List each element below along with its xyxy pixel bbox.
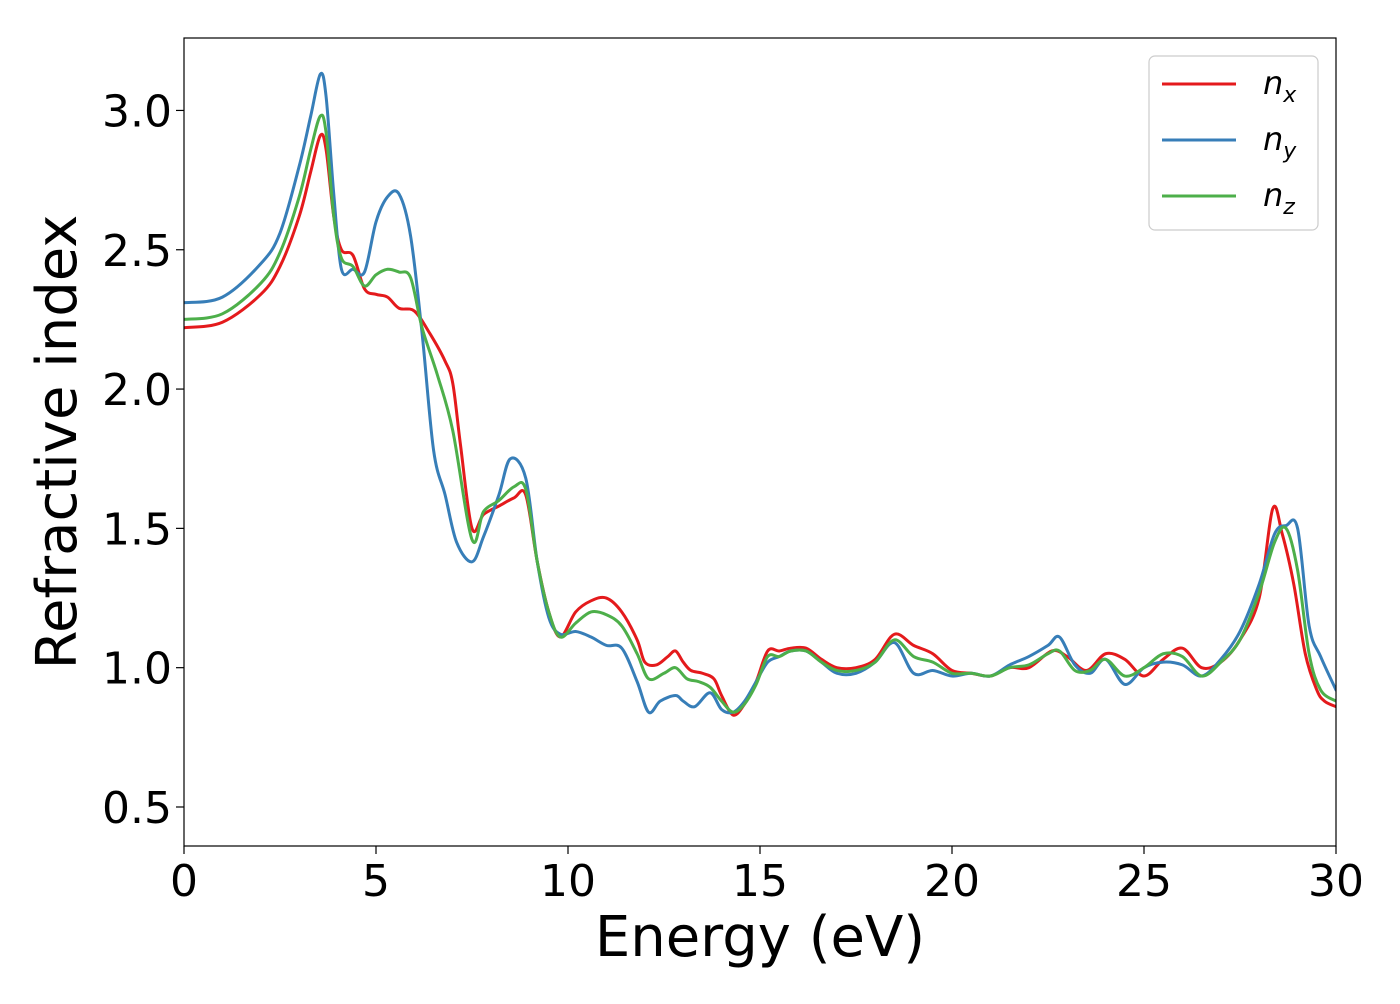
x-axis: 0 5 10 15 20 25 30 (170, 846, 1364, 907)
series-line-z (184, 113, 1336, 714)
legend-label: ny (1263, 120, 1297, 164)
legend-item-y: ny (1162, 120, 1297, 164)
x-tick-label: 25 (1116, 856, 1172, 907)
x-tick-label: 0 (170, 856, 198, 907)
legend-label-base: n (1263, 120, 1283, 158)
x-tick-label: 30 (1308, 856, 1364, 907)
y-tick-label: 1.5 (102, 504, 172, 555)
series-layer (184, 71, 1336, 717)
series-line-y (184, 71, 1336, 715)
legend-box (1148, 55, 1319, 231)
legend-item-z: nz (1162, 176, 1295, 220)
legend-label-subscript: y (1282, 139, 1297, 164)
y-axis-label: Refractive index (25, 215, 90, 670)
legend-label-base: n (1263, 64, 1283, 102)
x-tick-label: 20 (924, 856, 980, 907)
legend-label: nz (1263, 176, 1295, 220)
y-tick-label: 3.0 (102, 86, 172, 137)
y-tick-label: 2.0 (102, 365, 172, 416)
legend-label: nx (1263, 64, 1297, 108)
y-tick-label: 0.5 (102, 783, 172, 834)
y-tick-label: 1.0 (102, 644, 172, 695)
legend-label-subscript: z (1282, 195, 1295, 220)
x-tick-label: 10 (540, 856, 596, 907)
y-axis: 0.5 1.0 1.5 2.0 2.5 3.0 (102, 86, 184, 834)
legend-label-subscript: x (1282, 83, 1297, 108)
y-tick-label: 2.5 (102, 226, 172, 277)
series-line-x (184, 132, 1336, 717)
x-axis-label: Energy (eV) (595, 905, 925, 970)
legend-item-x: nx (1162, 64, 1297, 108)
legend-label-base: n (1263, 176, 1283, 214)
x-tick-label: 5 (362, 856, 390, 907)
x-tick-label: 15 (732, 856, 788, 907)
